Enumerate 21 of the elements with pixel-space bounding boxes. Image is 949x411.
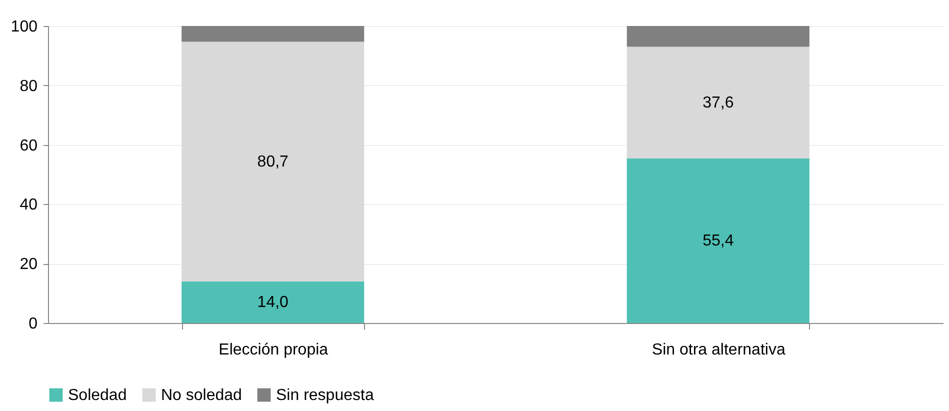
x-tick-label: Sin otra alternativa — [652, 342, 786, 358]
y-tick-label: 0 — [28, 316, 38, 332]
x-tick-label: Elección propia — [218, 342, 328, 358]
data-label: 14,0 — [257, 294, 289, 312]
legend-label: Soledad — [68, 387, 127, 404]
bar — [626, 26, 810, 47]
bar — [182, 281, 364, 323]
y-tick-label: 60 — [20, 137, 38, 154]
legend-label: No soledad — [161, 387, 242, 404]
data-label: 55,4 — [702, 232, 734, 250]
bar — [626, 158, 810, 323]
bar — [182, 42, 364, 282]
y-tick-label: 100 — [10, 18, 38, 36]
data-label: 80,7 — [257, 154, 289, 171]
bar — [182, 26, 364, 42]
bar — [626, 46, 810, 158]
y-tick-label: 40 — [20, 196, 38, 214]
data-label: 37,6 — [702, 94, 734, 112]
y-tick-label: 80 — [20, 78, 38, 95]
y-tick-label: 20 — [20, 256, 38, 274]
legend-label: Sin respuesta — [276, 387, 374, 404]
